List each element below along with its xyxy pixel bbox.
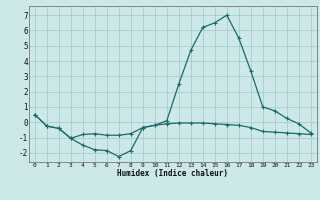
X-axis label: Humidex (Indice chaleur): Humidex (Indice chaleur) — [117, 169, 228, 178]
